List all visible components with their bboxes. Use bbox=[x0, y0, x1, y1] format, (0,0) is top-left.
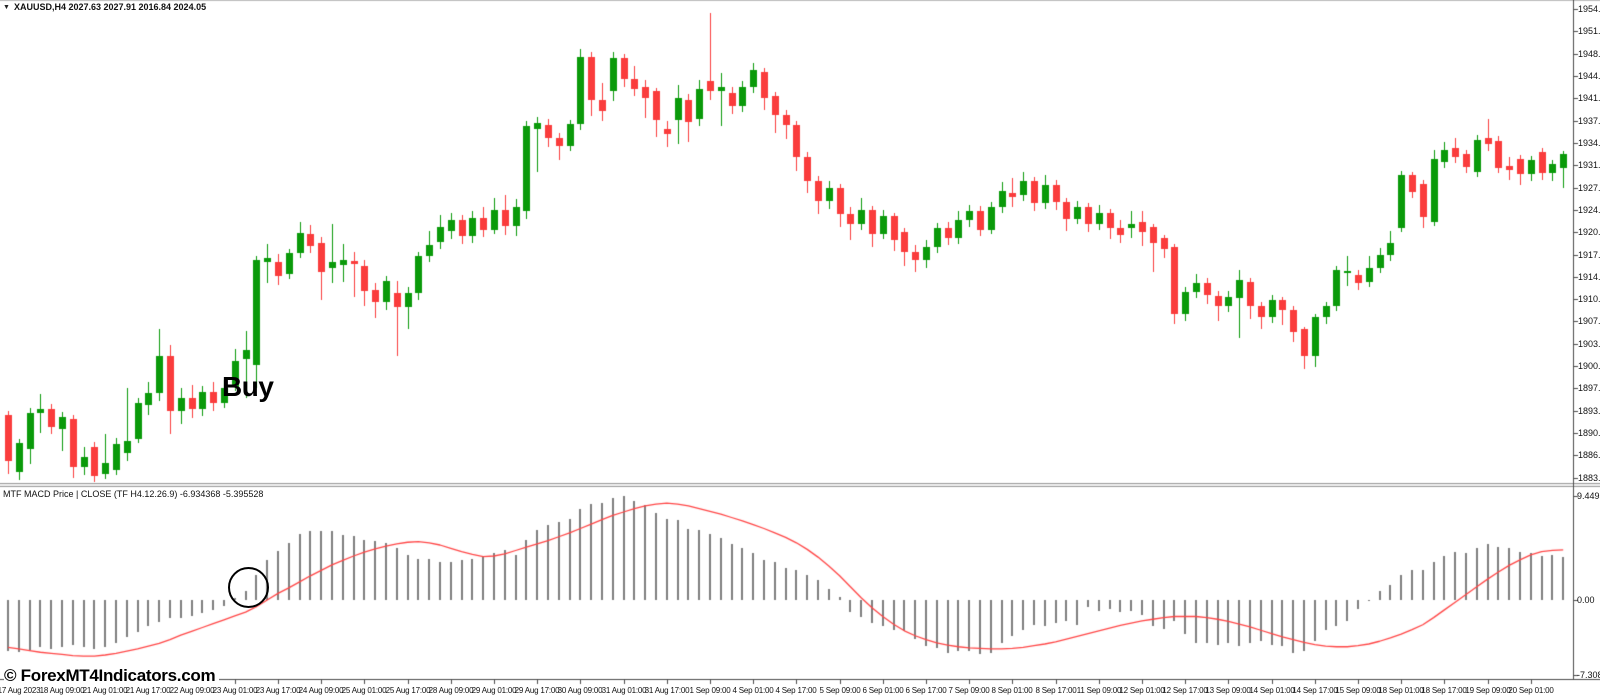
indicator-name-label: MTF MACD Price | CLOSE (TF H4.12.26.9) -… bbox=[3, 489, 264, 499]
time-axis-label: 22 Aug 09:00 bbox=[169, 686, 215, 695]
time-axis-label: 15 Sep 09:00 bbox=[1335, 686, 1381, 695]
price-axis-label: 1907.20 bbox=[1578, 316, 1600, 326]
time-axis-label: 14 Sep 01:00 bbox=[1249, 686, 1295, 695]
indicator-axis-label: -7.3089 bbox=[1577, 670, 1600, 680]
price-axis-label: 1937.80 bbox=[1578, 116, 1600, 126]
price-axis-label: 1934.40 bbox=[1578, 138, 1600, 148]
price-axis-label: 1944.60 bbox=[1578, 71, 1600, 81]
time-axis-label: 23 Aug 17:00 bbox=[255, 686, 301, 695]
price-axis-label: 1931.00 bbox=[1578, 160, 1600, 170]
price-axis-label: 1883.40 bbox=[1578, 473, 1600, 483]
time-axis-label: 28 Aug 09:00 bbox=[428, 686, 474, 695]
time-axis-label: 12 Sep 17:00 bbox=[1162, 686, 1208, 695]
time-axis-label: 21 Aug 17:00 bbox=[125, 686, 171, 695]
price-axis-label: 1890.20 bbox=[1578, 428, 1600, 438]
price-axis-label: 1924.20 bbox=[1578, 205, 1600, 215]
time-axis-label: 4 Sep 17:00 bbox=[775, 686, 817, 695]
time-axis-label: 5 Sep 09:00 bbox=[819, 686, 861, 695]
time-axis-label: 12 Sep 01:00 bbox=[1119, 686, 1165, 695]
time-axis-label: 13 Sep 09:00 bbox=[1205, 686, 1251, 695]
time-axis-label: 1 Sep 09:00 bbox=[689, 686, 731, 695]
time-axis-label: 14 Sep 17:00 bbox=[1292, 686, 1338, 695]
price-axis-label: 1941.20 bbox=[1578, 93, 1600, 103]
time-axis-label: 18 Sep 01:00 bbox=[1378, 686, 1424, 695]
time-axis-label: 11 Sep 09:00 bbox=[1076, 686, 1122, 695]
price-axis-label: 1886.80 bbox=[1578, 450, 1600, 460]
time-axis-label: 19 Sep 09:00 bbox=[1465, 686, 1511, 695]
time-axis-label: 8 Sep 17:00 bbox=[1035, 686, 1077, 695]
time-axis-label: 6 Sep 17:00 bbox=[905, 686, 947, 695]
time-axis-label: 6 Sep 01:00 bbox=[862, 686, 904, 695]
circle-annotation bbox=[228, 567, 269, 608]
price-axis-label: 1920.80 bbox=[1578, 227, 1600, 237]
time-axis-label: 18 Sep 17:00 bbox=[1421, 686, 1467, 695]
price-axis-label: 1903.80 bbox=[1578, 339, 1600, 349]
symbol-info-bar: ▼ XAUUSD,H4 2027.63 2027.91 2016.84 2024… bbox=[3, 2, 206, 12]
time-axis-label: 29 Aug 01:00 bbox=[471, 686, 517, 695]
time-axis-label: 25 Aug 01:00 bbox=[341, 686, 387, 695]
symbol-ohlc-text: XAUUSD,H4 2027.63 2027.91 2016.84 2024.0… bbox=[13, 2, 207, 12]
time-axis-label: 17 Aug 2023 bbox=[0, 686, 41, 695]
time-axis-label: 29 Aug 17:00 bbox=[514, 686, 560, 695]
price-axis-label: 1910.60 bbox=[1578, 294, 1600, 304]
price-axis-label: 1948.00 bbox=[1578, 49, 1600, 59]
time-axis-label: 4 Sep 01:00 bbox=[732, 686, 774, 695]
price-axis-label: 1900.40 bbox=[1578, 361, 1600, 371]
time-axis-label: 31 Aug 01:00 bbox=[601, 686, 647, 695]
indicator-axis-label: 0.00 bbox=[1577, 595, 1595, 605]
price-axis-label: 1954.80 bbox=[1578, 4, 1600, 14]
indicator-axis-label: 9.44931 bbox=[1577, 491, 1600, 501]
price-axis-label: 1951.40 bbox=[1578, 26, 1600, 36]
time-axis-label: 7 Sep 09:00 bbox=[948, 686, 990, 695]
time-axis-label: 20 Sep 01:00 bbox=[1508, 686, 1554, 695]
time-axis-label: 21 Aug 01:00 bbox=[82, 686, 128, 695]
time-axis-label: 18 Aug 09:00 bbox=[39, 686, 85, 695]
price-axis-label: 1917.40 bbox=[1578, 250, 1600, 260]
time-axis-label: 8 Sep 01:00 bbox=[991, 686, 1033, 695]
price-axis-label: 1897.00 bbox=[1578, 383, 1600, 393]
price-axis-label: 1927.60 bbox=[1578, 183, 1600, 193]
watermark: © ForexMT4Indicators.com bbox=[4, 666, 220, 686]
time-axis-label: 24 Aug 09:00 bbox=[298, 686, 344, 695]
price-axis-label: 1914.00 bbox=[1578, 272, 1600, 282]
time-axis-label: 30 Aug 09:00 bbox=[557, 686, 603, 695]
buy-annotation: Buy bbox=[222, 371, 274, 402]
chart-dropdown-icon[interactable]: ▼ bbox=[3, 3, 10, 11]
time-axis-label: 23 Aug 01:00 bbox=[212, 686, 258, 695]
price-axis-label: 1893.60 bbox=[1578, 406, 1600, 416]
time-axis-label: 31 Aug 17:00 bbox=[644, 686, 690, 695]
time-axis-label: 25 Aug 17:00 bbox=[385, 686, 431, 695]
